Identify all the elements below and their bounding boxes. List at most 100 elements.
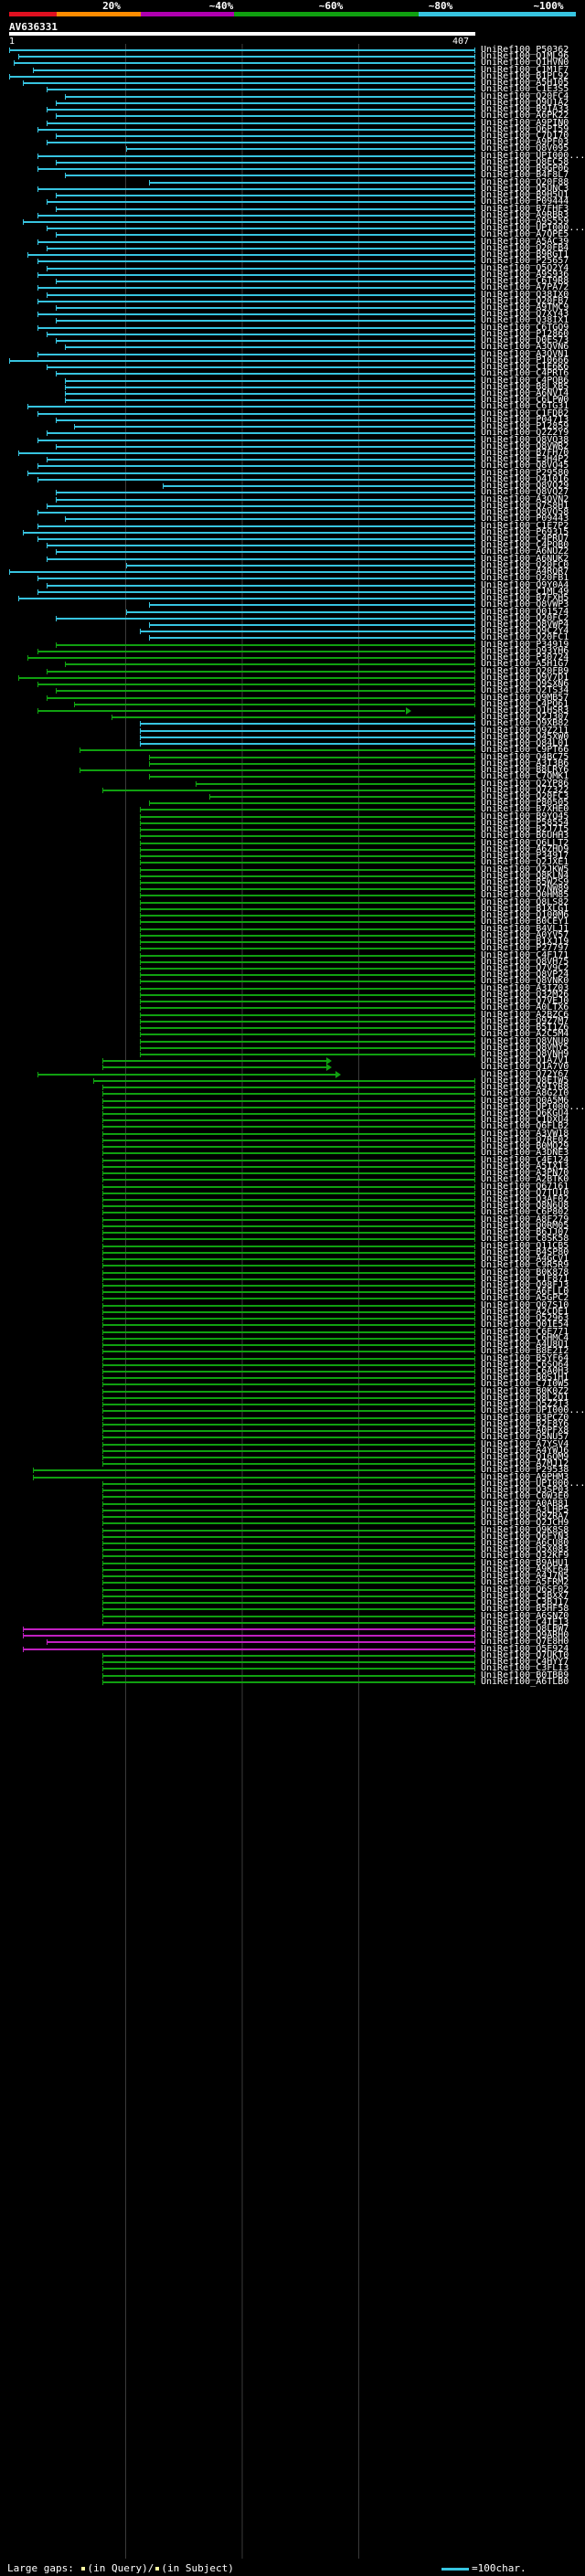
hit-label[interactable]: UniRef100_A2BZC6 [481, 1010, 569, 1020]
hit-alignment-bar[interactable] [32, 1469, 475, 1471]
hit-alignment-bar[interactable] [37, 465, 475, 467]
hit-label[interactable]: UniRef100_A9S936 [481, 270, 569, 280]
hit-alignment-bar[interactable] [18, 598, 475, 599]
hit-alignment-bar[interactable] [102, 1119, 475, 1121]
hit-label[interactable]: UniRef100_UPI000... [481, 151, 585, 161]
hit-label[interactable]: UniRef100_A7QPE5 [481, 229, 569, 239]
hit-alignment-bar[interactable] [102, 1351, 475, 1352]
hit-label[interactable]: UniRef100_C1DXU4 [481, 1115, 569, 1125]
hit-label[interactable]: UniRef100_Q32M26 [481, 990, 569, 1000]
hit-label[interactable]: UniRef100_Q9XB82 [481, 718, 569, 728]
hit-label[interactable]: UniRef100_Q38IX0 [481, 290, 569, 300]
hit-label[interactable]: UniRef100_Q8VQ29 [481, 481, 569, 491]
hit-alignment-bar[interactable] [102, 1668, 475, 1670]
hit-alignment-bar[interactable] [37, 413, 475, 415]
hit-label[interactable]: UniRef100_P27797 [481, 943, 569, 953]
hit-alignment-bar[interactable] [46, 142, 475, 143]
hit-label[interactable]: UniRef100_C3FLI3 [481, 1663, 569, 1673]
hit-label[interactable]: UniRef100_C6SQ64 [481, 1360, 569, 1370]
hit-label[interactable]: UniRef100_C3BJ17 [481, 1597, 569, 1607]
hit-label[interactable]: UniRef100_A0YV57 [481, 930, 569, 940]
hit-alignment-bar[interactable] [139, 829, 475, 831]
hit-label[interactable]: UniRef100_Q20FB1 [481, 573, 569, 583]
hit-alignment-bar[interactable] [65, 175, 475, 176]
hit-alignment-bar[interactable] [56, 373, 475, 375]
hit-alignment-bar[interactable] [139, 809, 475, 811]
hit-label[interactable]: UniRef100_A0AB81 [481, 1499, 569, 1509]
hit-label[interactable]: UniRef100_P69315 [481, 527, 569, 537]
hit-label[interactable]: UniRef100_A3DNE3 [481, 1148, 569, 1158]
hit-alignment-bar[interactable] [139, 988, 475, 990]
hit-alignment-bar[interactable] [18, 452, 475, 454]
hit-alignment-bar[interactable] [102, 1331, 475, 1333]
hit-alignment-bar[interactable] [102, 1193, 475, 1194]
hit-label[interactable]: UniRef100_Q2JXE1 [481, 857, 569, 867]
hit-alignment-bar[interactable] [56, 102, 475, 104]
hit-alignment-bar[interactable] [139, 994, 475, 996]
hit-alignment-bar[interactable] [46, 697, 475, 699]
hit-label[interactable]: UniRef100_A8G2I0 [481, 1088, 569, 1098]
hit-label[interactable]: UniRef100_Q8VMY5 [481, 1043, 569, 1053]
hit-label[interactable]: UniRef100_Q9V7D1 [481, 673, 569, 683]
hit-alignment-bar[interactable] [102, 1364, 475, 1366]
hit-alignment-bar[interactable] [37, 591, 475, 593]
hit-alignment-bar[interactable] [56, 195, 475, 196]
hit-label[interactable]: UniRef100_A5AC39 [481, 237, 569, 247]
hit-alignment-bar[interactable] [56, 115, 475, 117]
hit-alignment-bar[interactable] [139, 908, 475, 910]
hit-alignment-bar[interactable] [102, 1291, 475, 1293]
hit-alignment-bar[interactable] [102, 1126, 475, 1128]
hit-label[interactable]: UniRef100_Q3SP03 [481, 1485, 569, 1495]
hit-label[interactable]: UniRef100_P10666 [481, 355, 569, 366]
hit-label[interactable]: UniRef100_A5FRM2 [481, 1577, 569, 1587]
hit-alignment-bar[interactable] [139, 928, 475, 930]
hit-alignment-bar[interactable] [102, 1060, 326, 1062]
hit-label[interactable]: UniRef100_Q2JCH9 [481, 1518, 569, 1528]
hit-label[interactable]: UniRef100_B0MQ29 [481, 1141, 569, 1151]
hit-alignment-bar[interactable] [102, 1205, 475, 1207]
hit-label[interactable]: UniRef100_Q5UNC3 [481, 184, 569, 194]
hit-alignment-bar[interactable] [139, 941, 475, 943]
hit-label[interactable]: UniRef100_B0CEY1 [481, 917, 569, 927]
hit-alignment-bar[interactable] [65, 518, 475, 520]
hit-label[interactable]: UniRef100_Q6KGU4 [481, 1108, 569, 1118]
hit-label[interactable]: UniRef100_B1PL92 [481, 71, 569, 81]
hit-label[interactable]: UniRef100_Q7NW89 [481, 884, 569, 894]
hit-label[interactable]: UniRef100_A4J7N5 [481, 1571, 569, 1581]
hit-alignment-bar[interactable] [102, 1463, 475, 1465]
hit-alignment-bar[interactable] [9, 360, 475, 362]
hit-alignment-bar[interactable] [139, 855, 475, 857]
hit-alignment-bar[interactable] [102, 1424, 475, 1426]
hit-label[interactable]: UniRef100_A6NUK2 [481, 554, 569, 564]
hit-alignment-bar[interactable] [65, 380, 475, 382]
hit-alignment-bar[interactable] [37, 710, 406, 712]
hit-alignment-bar[interactable] [102, 1212, 475, 1214]
hit-label[interactable]: UniRef100_B0K0Z2 [481, 1386, 569, 1396]
hit-alignment-bar[interactable] [139, 1001, 475, 1002]
hit-label[interactable]: UniRef100_A7MJ12 [481, 1458, 569, 1468]
hit-alignment-bar[interactable] [32, 69, 475, 71]
hit-label[interactable]: UniRef100_A2BTK0 [481, 1174, 569, 1184]
hit-label[interactable]: UniRef100_Q20FC0 [481, 560, 569, 570]
hit-label[interactable]: UniRef100_B7FH70 [481, 448, 569, 458]
hit-alignment-bar[interactable] [125, 565, 475, 567]
hit-label[interactable]: UniRef100_Q8L2Q1 [481, 1393, 569, 1403]
hit-alignment-bar[interactable] [46, 122, 475, 124]
hit-alignment-bar[interactable] [139, 1027, 475, 1029]
hit-alignment-bar[interactable] [102, 1595, 475, 1597]
hit-label[interactable]: UniRef100_B5HF58 [481, 1604, 569, 1614]
hit-alignment-bar[interactable] [56, 307, 475, 309]
hit-label[interactable]: UniRef100_P29538 [481, 1465, 569, 1475]
hit-alignment-bar[interactable] [125, 611, 475, 613]
hit-label[interactable]: UniRef100_A5H1G7 [481, 659, 569, 669]
hit-label[interactable]: UniRef100_Q9MB57 [481, 693, 569, 703]
hit-alignment-bar[interactable] [139, 631, 475, 632]
hit-alignment-bar[interactable] [139, 1041, 475, 1043]
hit-alignment-bar[interactable] [102, 1298, 475, 1299]
hit-alignment-bar[interactable] [139, 882, 475, 884]
hit-label[interactable]: UniRef100_Q8LBW7 [481, 1624, 569, 1634]
hit-label[interactable]: UniRef100_Q8VQ38 [481, 435, 569, 445]
hit-alignment-bar[interactable] [102, 1219, 475, 1221]
hit-label[interactable]: UniRef100_A7YSV4 [481, 1439, 569, 1449]
hit-label[interactable]: UniRef100_Q2J307 [481, 712, 569, 722]
